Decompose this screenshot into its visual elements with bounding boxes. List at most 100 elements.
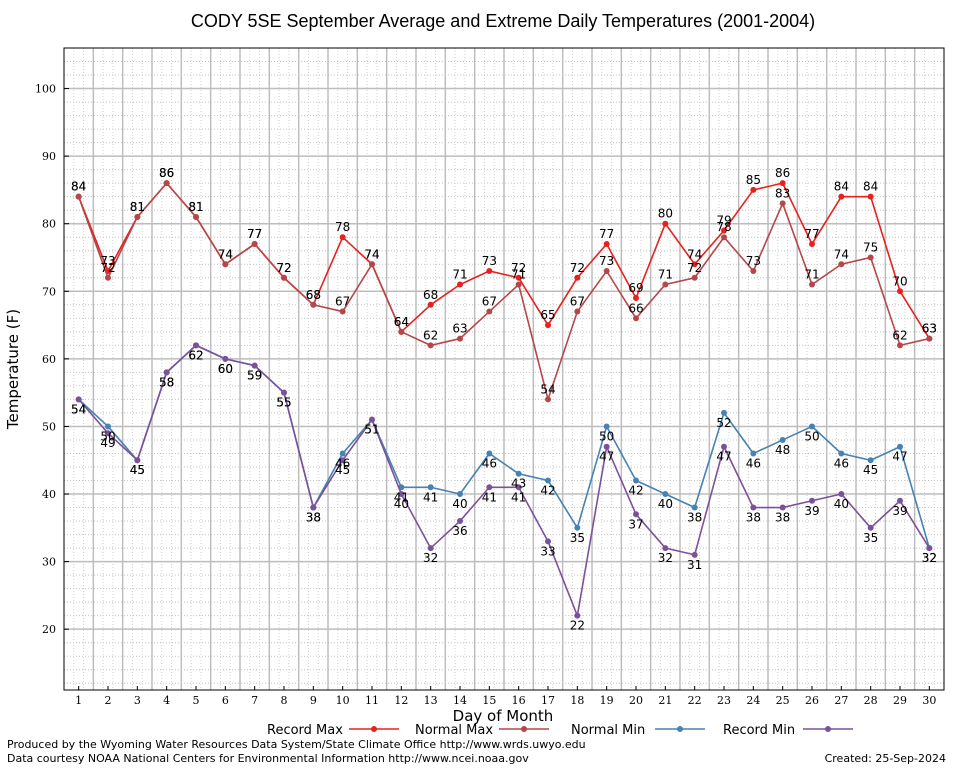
x-tick-label: 11 <box>365 694 379 707</box>
record-max-data-label: 81 <box>188 200 203 214</box>
normal-max-data-label: 63 <box>922 322 937 336</box>
record-min-data-label: 41 <box>482 490 497 504</box>
normal-min-data-label: 59 <box>247 369 262 383</box>
normal-min-data-label: 38 <box>306 511 321 525</box>
normal-min-point <box>339 450 346 457</box>
record-max-data-label: 74 <box>687 247 702 261</box>
record-min-line <box>78 344 931 619</box>
record-min-point <box>310 504 317 511</box>
normal-min-data-label: 41 <box>423 490 438 504</box>
x-tick-label: 21 <box>658 694 672 707</box>
x-tick-label: 17 <box>541 694 555 707</box>
x-tick-label: 26 <box>805 694 819 707</box>
record-min-point <box>75 396 82 403</box>
record-min-point <box>339 457 346 464</box>
normal-min-point <box>457 491 463 498</box>
record-max-data-label: 86 <box>775 166 790 180</box>
record-max-point <box>750 186 757 193</box>
normal-max-point <box>134 213 141 220</box>
record-min-data-label: 36 <box>452 524 467 538</box>
normal-max-data-label: 78 <box>716 220 731 234</box>
normal-max-data-label: 75 <box>863 240 878 254</box>
record-max-legend-marker <box>371 726 377 732</box>
record-max-data-label: 81 <box>130 200 145 214</box>
x-tick-label: 5 <box>193 694 200 707</box>
record-min-point <box>545 538 551 545</box>
normal-max-point <box>193 213 199 220</box>
normal-max-point <box>603 268 610 275</box>
normal-max-data-label: 67 <box>335 295 350 309</box>
x-tick-label: 24 <box>746 694 760 707</box>
record-min-data-label: 47 <box>599 450 614 464</box>
record-max-data-label: 64 <box>394 315 409 329</box>
record-min-point <box>457 518 463 525</box>
record-min-point <box>369 416 375 423</box>
normal-max-data-label: 72 <box>276 261 291 275</box>
record-max-data-label: 72 <box>511 261 526 275</box>
record-max-point <box>339 234 346 241</box>
x-tick-label: 27 <box>834 694 848 707</box>
record-min-data-label: 39 <box>892 504 907 518</box>
record-max-data-label: 72 <box>570 261 585 275</box>
y-tick-label: 30 <box>42 556 56 569</box>
x-tick-label: 23 <box>717 694 731 707</box>
record-min-data-label: 45 <box>335 463 350 477</box>
normal-max-legend-marker <box>521 726 527 732</box>
record-min-data-label: 41 <box>511 490 526 504</box>
normal-max-data-label: 73 <box>746 254 761 268</box>
record-min-data-label: 37 <box>628 517 643 531</box>
record-min-data-label: 49 <box>100 436 115 450</box>
record-min-data-label: 40 <box>834 497 849 511</box>
normal-max-data-label: 74 <box>364 247 379 261</box>
normal-min-data-label: 62 <box>188 348 203 362</box>
record-max-data-label: 70 <box>892 274 907 288</box>
x-tick-label: 6 <box>222 694 229 707</box>
x-tick-label: 28 <box>864 694 878 707</box>
record-min-point <box>926 545 933 552</box>
record-min-point <box>721 443 727 450</box>
record-max-point <box>779 180 786 187</box>
record-max-point <box>721 227 727 234</box>
normal-min-data-label: 46 <box>746 456 761 470</box>
normal-min-data-label: 52 <box>716 416 731 430</box>
record-max-point <box>574 274 581 281</box>
record-min-legend-marker <box>825 726 831 732</box>
record-min-point <box>427 545 434 552</box>
normal-max-point <box>897 342 903 349</box>
record-min-data-label: 62 <box>188 348 203 362</box>
x-tick-label: 7 <box>251 694 258 707</box>
plot-area-border <box>63 47 945 691</box>
x-tick-label: 9 <box>310 694 317 707</box>
record-max-data-label: 72 <box>276 261 291 275</box>
record-min-point <box>633 511 639 518</box>
record-max-legend-label: Record Max <box>267 723 343 738</box>
x-tick-label: 4 <box>163 694 170 707</box>
normal-max-data-label: 63 <box>452 322 467 336</box>
normal-max-data-label: 83 <box>775 186 790 200</box>
normal-min-data-label: 50 <box>804 429 819 443</box>
normal-max-point <box>809 281 815 288</box>
record-max-point <box>633 295 639 302</box>
normal-min-data-label: 54 <box>71 402 86 416</box>
y-tick-label: 20 <box>42 623 56 636</box>
normal-min-point <box>486 450 493 457</box>
record-min-point <box>779 504 786 511</box>
normal-max-legend-label: Normal Max <box>415 723 493 738</box>
normal-max-point <box>310 301 317 308</box>
record-max-data-label: 73 <box>482 254 497 268</box>
y-tick-label: 80 <box>42 218 56 231</box>
record-min-data-label: 54 <box>71 402 86 416</box>
normal-max-point <box>75 193 82 200</box>
normal-max-point <box>427 342 434 349</box>
record-min-data-label: 32 <box>423 551 438 565</box>
normal-min-data-label: 46 <box>834 456 849 470</box>
record-max-data-label: 85 <box>746 173 761 187</box>
normal-min-data-label: 35 <box>570 531 585 545</box>
x-tick-label: 12 <box>394 694 408 707</box>
normal-min-data-label: 51 <box>364 423 379 437</box>
record-min-point <box>251 362 258 369</box>
normal-max-point <box>515 281 522 288</box>
record-max-data-label: 73 <box>100 254 115 268</box>
normal-max-point <box>779 200 786 207</box>
